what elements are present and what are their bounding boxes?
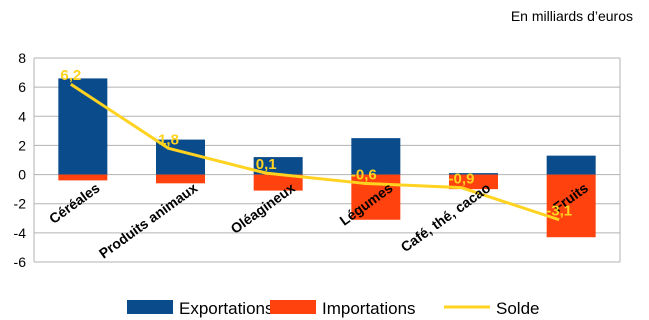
solde-data-label: 0,1 <box>256 156 277 173</box>
legend-label: Exportations <box>179 299 274 318</box>
legend-swatch <box>127 300 173 314</box>
solde-data-label: 6,2 <box>60 67 81 84</box>
bar-exportations <box>351 138 401 175</box>
category-label: Produits animaux <box>96 179 201 261</box>
legend-label: Importations <box>322 299 416 318</box>
solde-data-label: -0,9 <box>449 171 475 188</box>
bar-importations <box>546 174 596 238</box>
solde-line <box>70 82 560 222</box>
bar-exportations <box>253 157 303 175</box>
legend-label: Solde <box>496 299 539 318</box>
y-tick-label: -2 <box>14 196 27 212</box>
unit-label: En milliards d’euros <box>510 8 633 24</box>
bar-importations <box>253 174 303 191</box>
bar-importations <box>58 174 108 181</box>
category-label: Café, thé, cacao <box>398 179 494 255</box>
y-tick-label: 2 <box>18 137 26 153</box>
y-tick-label: 4 <box>18 108 26 124</box>
y-tick-label: 6 <box>18 79 26 95</box>
y-tick-label: 8 <box>18 50 26 66</box>
bar-importations <box>156 174 205 184</box>
bar-exportations <box>546 155 596 175</box>
solde-data-label: -3,1 <box>546 203 572 220</box>
bar-importations <box>449 174 498 190</box>
y-tick-label: 0 <box>18 167 26 183</box>
legend-swatch <box>270 300 316 314</box>
category-label: Céréales <box>46 179 103 226</box>
bar-exportations <box>58 78 108 175</box>
bar-exportations <box>449 173 498 175</box>
y-tick-label: -4 <box>14 225 27 241</box>
solde-data-label: 1,8 <box>158 131 179 148</box>
y-tick-label: -6 <box>14 254 27 270</box>
solde-data-label: -0,6 <box>351 166 377 183</box>
